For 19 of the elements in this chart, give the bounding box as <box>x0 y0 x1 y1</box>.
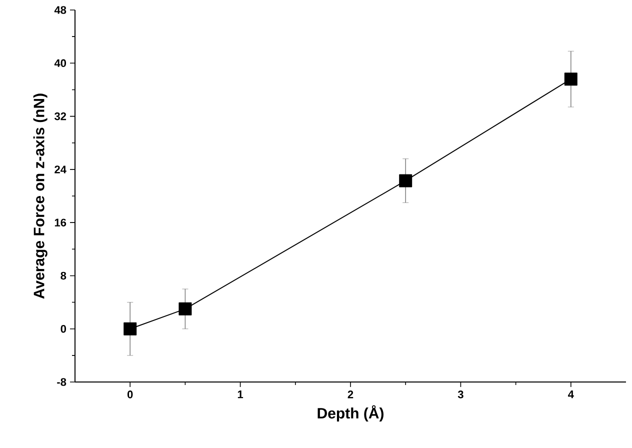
y-tick-label: 16 <box>54 218 66 226</box>
y-tick-label: -8 <box>57 378 66 386</box>
x-axis-title: Depth (Å) <box>318 405 384 422</box>
y-tick-label: 0 <box>60 324 66 333</box>
y-tick-label: 40 <box>54 59 66 68</box>
x-tick-label: 4 <box>568 390 574 398</box>
point <box>124 322 137 336</box>
x-tick-label: 1 <box>238 390 244 398</box>
y-tick-label: 8 <box>60 272 66 280</box>
y-tick-label: 32 <box>54 112 66 120</box>
point <box>564 72 578 86</box>
x-tick-label: 0 <box>127 390 133 398</box>
point <box>399 174 412 188</box>
y-tick-label: 48 <box>54 6 66 14</box>
y-axis-title: Average Force on z-axis (nN) <box>33 94 48 299</box>
x-tick-label: 3 <box>458 390 464 398</box>
point <box>178 302 192 316</box>
x-tick-label: 2 <box>348 390 354 398</box>
y-tick-label: 24 <box>54 166 66 174</box>
